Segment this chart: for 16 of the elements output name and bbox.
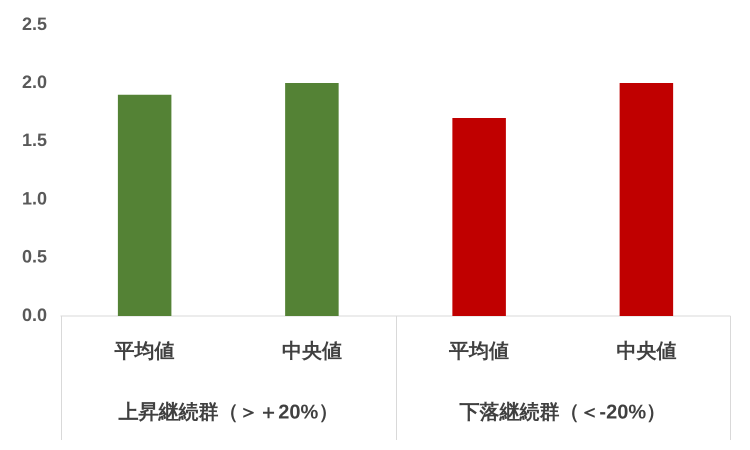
y-tick-label: 2.5 [22, 14, 48, 34]
y-tick-label: 0.0 [22, 304, 48, 325]
bar [118, 94, 172, 316]
bar [452, 118, 506, 316]
y-tick-label: 2.0 [22, 72, 48, 92]
y-tick-label: 1.5 [22, 130, 48, 150]
bar [285, 83, 339, 316]
x-tick-label: 中央値 [616, 340, 676, 363]
x-tick-label: 中央値 [282, 340, 342, 363]
text: 上昇継続群（＞＋20%） [117, 402, 338, 424]
y-tick-label: 0.5 [22, 246, 48, 267]
x-tick-label: 平均値 [114, 340, 175, 363]
y-tick-label: 1.0 [22, 188, 48, 208]
x-tick-label: 平均値 [448, 340, 510, 363]
bar [620, 83, 674, 316]
text: 下落継続群（＜-20%） [458, 402, 666, 424]
